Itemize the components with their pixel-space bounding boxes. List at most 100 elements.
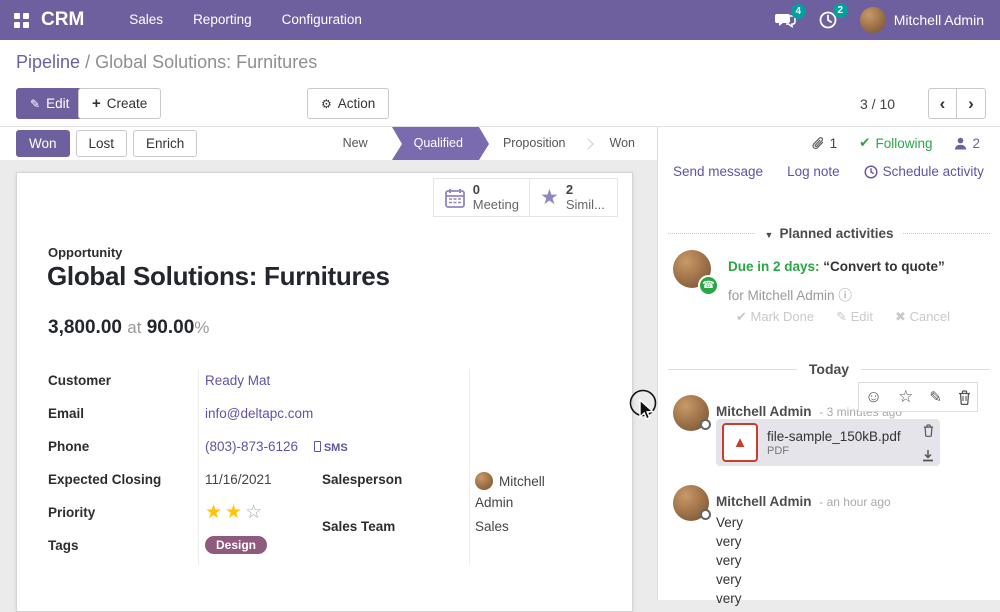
phone-value[interactable]: (803)-873-6126	[205, 439, 299, 454]
won-button[interactable]: Won	[16, 130, 70, 157]
planned-activities-header[interactable]: ▼ Planned activities	[668, 226, 990, 241]
email-label: Email	[48, 406, 85, 421]
breadcrumb-pipeline[interactable]: Pipeline	[16, 52, 81, 72]
column-divider	[198, 369, 199, 565]
followers-button[interactable]: 2	[954, 136, 980, 151]
stage-proposition[interactable]: Proposition	[502, 136, 566, 150]
email-value[interactable]: info@deltapc.com	[205, 406, 314, 421]
enrich-button[interactable]: Enrich	[133, 130, 198, 157]
schedule-activity-button[interactable]: Schedule activity	[864, 164, 984, 179]
following-button[interactable]: ✔ Following	[859, 135, 933, 151]
star-empty-icon[interactable]: ☆	[245, 502, 266, 523]
send-message-button[interactable]: Send message	[673, 164, 764, 179]
breadcrumb-separator: /	[85, 52, 91, 72]
attachment-type: PDF	[767, 444, 789, 457]
pencil-icon: ✎	[30, 96, 41, 111]
message-hover-toolbar: ☺ ☆ ✎	[857, 382, 978, 412]
messages-button[interactable]: 4	[774, 4, 806, 29]
revenue-amount: 3,800.00	[48, 317, 122, 338]
star-toggle-icon[interactable]: ☆	[898, 387, 914, 406]
edit-message-icon[interactable]: ✎	[929, 389, 942, 406]
stage-won[interactable]: Won	[609, 136, 635, 150]
customer-value[interactable]: Ready Mat	[205, 373, 271, 388]
priority-stars[interactable]: ★★☆	[205, 501, 265, 524]
pager-next-button[interactable]: ›	[957, 89, 985, 118]
menu-reporting[interactable]: Reporting	[193, 12, 252, 27]
pencil-icon: ✎	[836, 309, 848, 324]
app-name[interactable]: CRM	[41, 9, 85, 30]
attachments-button[interactable]: 1	[811, 136, 837, 151]
online-status-icon	[700, 509, 711, 520]
user-menu[interactable]: Mitchell Admin	[859, 7, 984, 33]
activity-clock-icon	[818, 10, 838, 30]
log-note-button[interactable]: Log note	[787, 164, 840, 179]
person-icon	[954, 137, 967, 150]
clock-icon	[864, 164, 878, 179]
download-attachment-icon[interactable]	[922, 449, 934, 462]
delete-attachment-icon[interactable]	[923, 423, 934, 437]
expected-closing-value: 11/16/2021	[205, 472, 272, 487]
stage-separator-chevron	[581, 137, 594, 150]
star-filled-icon[interactable]: ★	[205, 502, 226, 523]
sales-team-value[interactable]: Sales	[475, 519, 509, 534]
mark-done-button[interactable]: ✔ Mark Done	[736, 309, 815, 324]
caret-down-icon: ▼	[764, 230, 774, 240]
x-icon: ✖	[895, 309, 906, 324]
activities-count-badge: 2	[832, 3, 848, 18]
info-icon[interactable]: ⓘ	[838, 288, 852, 303]
online-status-icon	[700, 419, 711, 430]
phone-field: (803)-873-6126 SMS	[205, 439, 348, 454]
expected-closing-label: Expected Closing	[48, 472, 162, 487]
plus-icon: +	[92, 95, 101, 112]
record-type-label: Opportunity	[48, 245, 123, 260]
pager: ‹ ›	[928, 88, 986, 119]
emoji-reaction-icon[interactable]: ☺	[864, 387, 883, 406]
paperclip-icon	[811, 136, 825, 151]
stage-new[interactable]: New	[342, 136, 368, 150]
expected-revenue: 3,800.00 at 90.00%	[48, 317, 210, 338]
phone-label: Phone	[48, 439, 90, 454]
activity-actions: ✔ Mark Done ✎ Edit ✖ Cancel	[736, 309, 950, 325]
menu-configuration[interactable]: Configuration	[281, 12, 362, 27]
cancel-activity-button[interactable]: ✖ Cancel	[895, 309, 951, 324]
check-icon: ✔	[736, 309, 747, 324]
user-name: Mitchell Admin	[893, 12, 984, 28]
opportunity-title: Global Solutions: Furnitures	[47, 261, 390, 291]
stage-qualified-active[interactable]: Qualified	[391, 127, 490, 160]
meetings-stat-button[interactable]: 0 Meeting	[432, 178, 530, 217]
activities-button[interactable]: 2	[818, 3, 848, 30]
attachment-filename[interactable]: file-sample_150kB.pdf	[767, 428, 901, 444]
menu-sales[interactable]: Sales	[129, 12, 164, 27]
messages-count-badge: 4	[790, 4, 806, 19]
apps-menu-icon[interactable]	[14, 12, 29, 28]
mobile-phone-icon	[313, 441, 321, 452]
pager-previous-button[interactable]: ‹	[929, 89, 957, 118]
chevron-right-icon: ›	[968, 93, 974, 113]
attachment-card: ▲ file-sample_150kB.pdf PDF	[716, 419, 940, 466]
dotted-divider	[668, 233, 755, 234]
delete-message-icon[interactable]	[958, 389, 971, 405]
breadcrumb: Pipeline / Global Solutions: Furnitures	[16, 52, 317, 73]
star-filled-icon[interactable]: ★	[225, 502, 246, 523]
gear-icon: ⚙	[321, 96, 332, 111]
customer-label: Customer	[48, 373, 112, 388]
message-author[interactable]: Mitchell Admin	[716, 404, 812, 419]
tags-field: Design	[205, 536, 268, 554]
tag-design: Design	[205, 536, 268, 554]
edit-activity-button[interactable]: ✎ Edit	[836, 309, 874, 324]
message-author[interactable]: Mitchell Admin	[716, 494, 812, 509]
action-button[interactable]: ⚙ Action	[307, 88, 390, 119]
chevron-left-icon: ‹	[939, 93, 946, 113]
stage-pipeline: New Qualified Proposition Won	[329, 127, 649, 160]
sms-button[interactable]: SMS	[313, 441, 348, 454]
phone-call-activity-icon: ☎	[698, 275, 719, 296]
similar-leads-stat-button[interactable]: ★ 2 Simil...	[530, 178, 618, 217]
activity-due-line: Due in 2 days: “Convert to quote”	[728, 259, 945, 274]
salesperson-value[interactable]: Mitchell Admin	[475, 472, 545, 510]
edit-button[interactable]: ✎ Edit	[16, 88, 84, 119]
top-navbar: CRM Sales Reporting Configuration 4 2 Mi…	[0, 0, 1000, 40]
sales-team-label: Sales Team	[322, 519, 396, 534]
salesperson-avatar	[475, 472, 493, 490]
create-button[interactable]: + Create	[78, 88, 162, 119]
lost-button[interactable]: Lost	[75, 130, 128, 157]
